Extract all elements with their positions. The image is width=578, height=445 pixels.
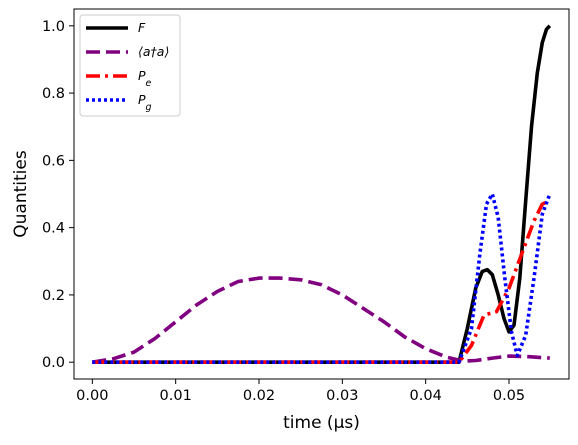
x-tick-label: 0.04 (410, 388, 442, 404)
series-line-3 (92, 192, 552, 364)
y-tick-label: 0.8 (42, 86, 65, 102)
x-tick-label: 0.03 (326, 388, 358, 404)
legend-box (79, 14, 181, 117)
y-axis-label: Quantities (11, 150, 31, 238)
x-tick-label: 0.05 (493, 388, 525, 404)
x-axis-label: time (μs) (283, 413, 360, 433)
legend-label-1: ⟨a†a⟩ (138, 44, 169, 59)
x-axis: 0.00 0.01 0.02 0.03 0.04 0.05 (76, 379, 525, 404)
plot-area (92, 24, 552, 364)
legend-label-0: F (138, 20, 146, 35)
y-tick-label: 0.4 (42, 221, 65, 237)
series-line-2 (92, 199, 551, 364)
axes-frame (73, 8, 570, 380)
y-tick-label: 0.0 (42, 355, 65, 371)
x-tick-label: 0.01 (160, 388, 192, 404)
series-line-1 (92, 276, 550, 364)
y-axis: 0.0 0.2 0.4 0.6 0.8 1.0 (42, 19, 74, 371)
y-tick-label: 0.2 (42, 288, 65, 304)
y-tick-label: 1.0 (42, 19, 65, 35)
x-tick-label: 0.02 (243, 388, 275, 404)
x-tick-label: 0.00 (76, 388, 108, 404)
y-tick-label: 0.6 (42, 153, 65, 169)
